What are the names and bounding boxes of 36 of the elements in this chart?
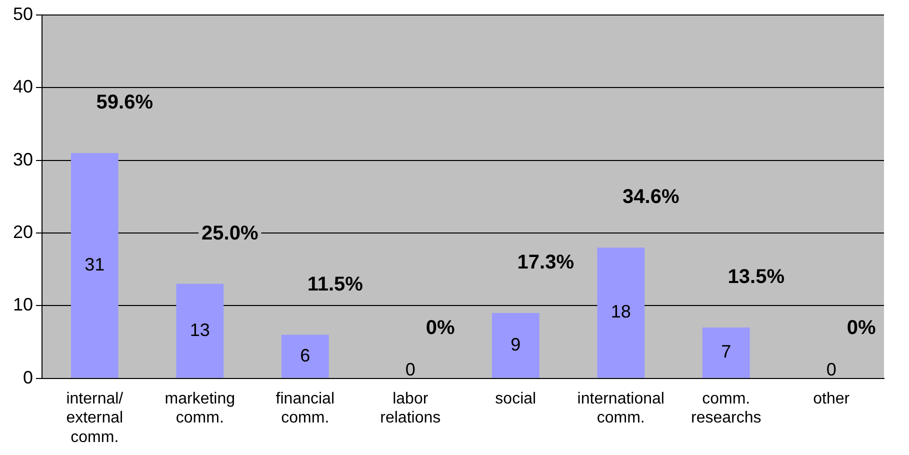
annotation: 0% <box>426 316 456 339</box>
data-label: 7 <box>721 342 732 362</box>
x-tick-label: internal/ external comm. <box>66 390 124 446</box>
annotation: 17.3% <box>517 252 574 274</box>
data-label: 18 <box>610 302 631 322</box>
data-label: 13 <box>190 320 210 340</box>
bar <box>176 284 224 378</box>
x-tick-label: international comm. <box>577 390 664 427</box>
data-label: 31 <box>84 254 105 274</box>
y-tick-label: 40 <box>12 76 34 97</box>
bar <box>597 248 645 378</box>
x-tick-label: labor relations <box>380 390 441 427</box>
annotation: 59.6% <box>96 92 154 114</box>
annotation: 25.0% <box>202 222 258 244</box>
x-tick-label: social <box>495 390 536 408</box>
y-tick-label: 0 <box>23 367 34 388</box>
data-label: 9 <box>510 334 521 354</box>
bar <box>492 312 540 378</box>
y-tick-label: 10 <box>12 294 34 315</box>
bar <box>281 334 329 378</box>
x-tick-label: financial comm. <box>276 390 334 427</box>
x-tick-label: other <box>813 390 850 408</box>
y-tick-label: 20 <box>12 222 34 242</box>
annotation: 34.6% <box>622 186 680 208</box>
data-label: 0 <box>405 359 416 380</box>
annotation: 0% <box>846 316 876 339</box>
annotation: 11.5% <box>307 273 364 296</box>
data-label: 6 <box>300 345 310 366</box>
bar <box>70 153 118 378</box>
y-tick-label: 50 <box>12 4 34 24</box>
x-tick-label: marketing comm. <box>164 390 236 427</box>
y-tick-label: 30 <box>12 149 34 170</box>
annotation: 13.5% <box>728 266 785 288</box>
data-label: 0 <box>826 359 836 380</box>
bar <box>702 328 750 378</box>
x-tick-label: comm. researchs <box>691 390 762 427</box>
